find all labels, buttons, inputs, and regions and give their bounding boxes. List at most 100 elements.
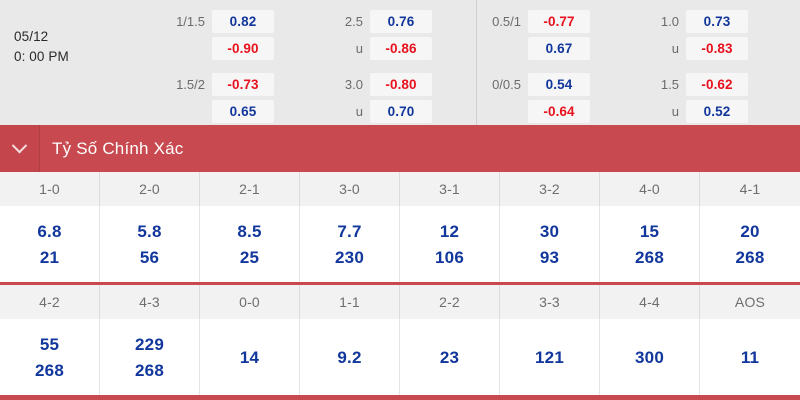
score-header-cell: 2-0 bbox=[100, 172, 200, 206]
odds-line-label: 0.5/1 bbox=[492, 14, 521, 29]
odds-line: -0.64 bbox=[476, 100, 634, 124]
total-column: 2.5 0.76 u -0.86 3.0 -0.80 u 0.70 bbox=[318, 0, 476, 125]
odds-line: 1.0 0.73 bbox=[634, 10, 792, 34]
odds-block: 1/1.5 0.82 -0.90 bbox=[160, 8, 318, 62]
score-odds-cell[interactable]: 300 bbox=[600, 319, 700, 395]
odds-block: 1.5/2 -0.73 0.65 bbox=[160, 71, 318, 125]
score-header-cell: 1-0 bbox=[0, 172, 100, 206]
score-odds-cell[interactable]: 12 106 bbox=[400, 206, 500, 282]
odds-line-label: 1.5 bbox=[660, 77, 679, 92]
score-odds-value[interactable]: 11 bbox=[740, 347, 760, 367]
odds-value-button[interactable]: -0.80 bbox=[370, 73, 432, 96]
score-odds-value[interactable]: 21 bbox=[39, 247, 60, 267]
score-odds-cell[interactable]: 6.8 21 bbox=[0, 206, 100, 282]
odds-value-button[interactable]: -0.86 bbox=[370, 37, 432, 60]
odds-value-button[interactable]: -0.77 bbox=[528, 10, 590, 33]
odds-line-label: 1/1.5 bbox=[176, 14, 205, 29]
score-header-cell: 4-2 bbox=[0, 285, 100, 319]
score-odds-value[interactable]: 106 bbox=[435, 247, 464, 267]
score-odds-value[interactable]: 8.5 bbox=[237, 221, 262, 241]
collapse-toggle-button[interactable] bbox=[0, 125, 40, 172]
odds-line: 0.67 bbox=[476, 37, 634, 61]
score-odds-cell[interactable]: 30 93 bbox=[500, 206, 600, 282]
odds-line-label: 0/0.5 bbox=[492, 77, 521, 92]
score-header-cell: 0-0 bbox=[200, 285, 300, 319]
score-odds-value[interactable]: 14 bbox=[239, 347, 260, 367]
score-odds-cell[interactable]: 55 268 bbox=[0, 319, 100, 395]
score-odds-cell[interactable]: 11 bbox=[700, 319, 800, 395]
score-header-cell: 2-2 bbox=[400, 285, 500, 319]
score-odds-cell[interactable]: 9.2 bbox=[300, 319, 400, 395]
score-odds-cell[interactable]: 23 bbox=[400, 319, 500, 395]
odds-line-label: 2.5 bbox=[344, 14, 363, 29]
score-header-cell: 4-1 bbox=[739, 181, 761, 197]
score-odds-value[interactable]: 268 bbox=[635, 247, 664, 267]
odds-line: u 0.70 bbox=[318, 100, 476, 124]
score-odds-value[interactable]: 55 bbox=[39, 334, 60, 354]
score-odds-value[interactable]: 15 bbox=[639, 221, 660, 241]
odds-line-label: 1.0 bbox=[660, 14, 679, 29]
score-odds-cell[interactable]: 14 bbox=[200, 319, 300, 395]
score-odds-value[interactable]: 25 bbox=[239, 247, 260, 267]
score-odds-value[interactable]: 5.8 bbox=[137, 221, 162, 241]
score-odds-value[interactable]: 9.2 bbox=[337, 347, 362, 367]
score-odds-cell[interactable]: 7.7 230 bbox=[300, 206, 400, 282]
score-grid-value-row: 6.8 21 5.8 56 8.5 25 7.7 230 12 106 30 93 15 268 20 268 bbox=[0, 206, 800, 282]
odds-line-label: 3.0 bbox=[344, 77, 363, 92]
score-header-cell: 3-1 bbox=[400, 172, 500, 206]
odds-line: 1/1.5 0.82 bbox=[160, 10, 318, 34]
odds-block: 1.5 -0.62 u 0.52 bbox=[634, 71, 792, 125]
odds-value-button[interactable]: 0.67 bbox=[528, 37, 590, 60]
odds-value-button[interactable]: 0.65 bbox=[212, 100, 274, 123]
score-odds-value[interactable]: 56 bbox=[139, 247, 160, 267]
score-odds-value[interactable]: 20 bbox=[740, 221, 760, 241]
score-odds-value[interactable]: 12 bbox=[439, 221, 460, 241]
match-date: 05/12 bbox=[14, 29, 49, 44]
odds-line: 1.5/2 -0.73 bbox=[160, 73, 318, 97]
odds-value-button[interactable]: 0.70 bbox=[370, 100, 432, 123]
odds-line: 0/0.5 0.54 bbox=[476, 73, 634, 97]
odds-value-button[interactable]: 0.54 bbox=[528, 73, 590, 96]
odds-value-button[interactable]: -0.62 bbox=[686, 73, 748, 96]
odds-line: 2.5 0.76 bbox=[318, 10, 476, 34]
score-odds-value[interactable]: 121 bbox=[535, 347, 564, 367]
odds-value-button[interactable]: -0.64 bbox=[528, 100, 590, 123]
odds-value-button[interactable]: 0.82 bbox=[212, 10, 274, 33]
score-odds-value[interactable]: 268 bbox=[35, 360, 64, 380]
score-odds-cell[interactable]: 5.8 56 bbox=[100, 206, 200, 282]
odds-value-button[interactable]: -0.90 bbox=[212, 37, 274, 60]
score-odds-value[interactable]: 23 bbox=[439, 347, 460, 367]
score-odds-cell[interactable]: 229 268 bbox=[100, 319, 200, 395]
score-odds-value[interactable]: 229 bbox=[135, 334, 164, 354]
odds-groups: 1/1.5 0.82 -0.90 1.5/2 -0.73 0.65 2.5 0.76 u -0.8… bbox=[160, 0, 800, 125]
odds-line: -0.90 bbox=[160, 37, 318, 61]
odds-value-button[interactable]: 0.76 bbox=[370, 10, 432, 33]
odds-value-button[interactable]: -0.83 bbox=[686, 37, 748, 60]
score-header-cell: 3-0 bbox=[300, 172, 400, 206]
odds-value-button[interactable]: -0.73 bbox=[212, 73, 274, 96]
score-header-cell: 4-0 bbox=[600, 172, 700, 206]
odds-line: u -0.83 bbox=[634, 37, 792, 61]
score-odds-value[interactable]: 230 bbox=[335, 247, 364, 267]
score-odds-cell[interactable]: 20 268 bbox=[700, 206, 800, 282]
score-header-cell: 4-4 bbox=[600, 285, 700, 319]
score-odds-value[interactable]: 268 bbox=[135, 360, 164, 380]
score-grid-block: 4-2 4-3 0-0 1-1 2-2 3-3 4-4 AOS 55 268 229 268 14 9.2… bbox=[0, 285, 800, 398]
odds-line-label: u bbox=[671, 41, 679, 56]
score-odds-value[interactable]: 300 bbox=[635, 347, 664, 367]
score-odds-value[interactable]: 6.8 bbox=[37, 221, 62, 241]
score-odds-cell[interactable]: 15 268 bbox=[600, 206, 700, 282]
odds-value-button[interactable]: 0.52 bbox=[686, 100, 748, 123]
score-odds-cell[interactable]: 121 bbox=[500, 319, 600, 395]
score-odds-value[interactable]: 7.7 bbox=[337, 221, 362, 241]
score-odds-value[interactable]: 30 bbox=[539, 221, 560, 241]
odds-value-button[interactable]: 0.73 bbox=[686, 10, 748, 33]
odds-line-label: 1.5/2 bbox=[176, 77, 205, 92]
handicap-column-2: 0.5/1 -0.77 0.67 0/0.5 0.54 -0.64 bbox=[476, 0, 634, 125]
odds-block: 0.5/1 -0.77 0.67 bbox=[476, 8, 634, 62]
score-odds-value[interactable]: 93 bbox=[539, 247, 560, 267]
score-odds-cell[interactable]: 8.5 25 bbox=[200, 206, 300, 282]
score-odds-value[interactable]: 268 bbox=[735, 247, 765, 267]
odds-line: 0.5/1 -0.77 bbox=[476, 10, 634, 34]
score-header-cell: 1-1 bbox=[300, 285, 400, 319]
